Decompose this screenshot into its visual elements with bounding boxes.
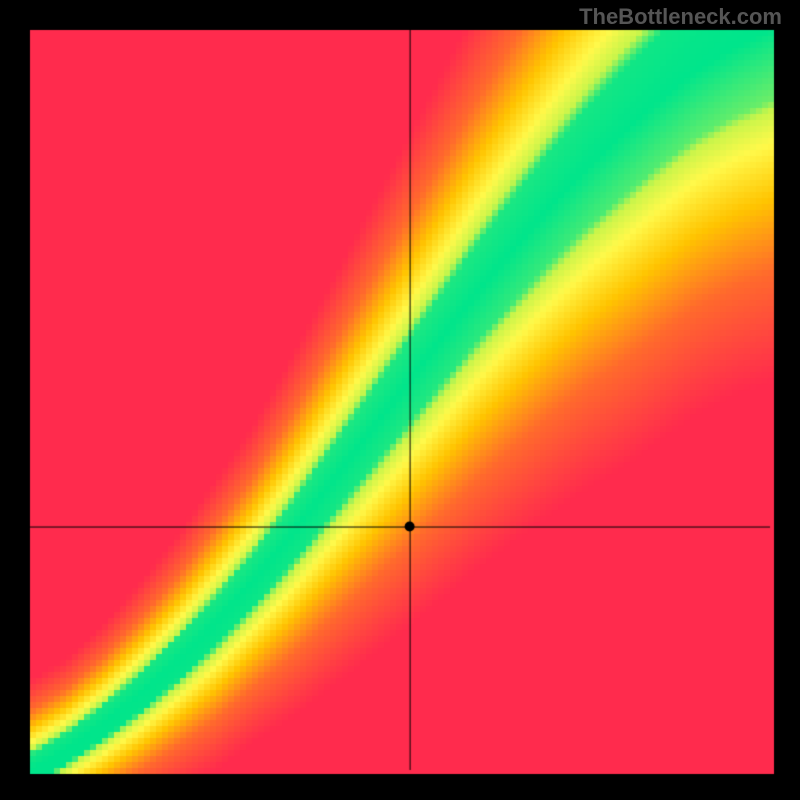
chart-container: TheBottleneck.com [0, 0, 800, 800]
bottleneck-heatmap [0, 0, 800, 800]
watermark-text: TheBottleneck.com [579, 4, 782, 30]
